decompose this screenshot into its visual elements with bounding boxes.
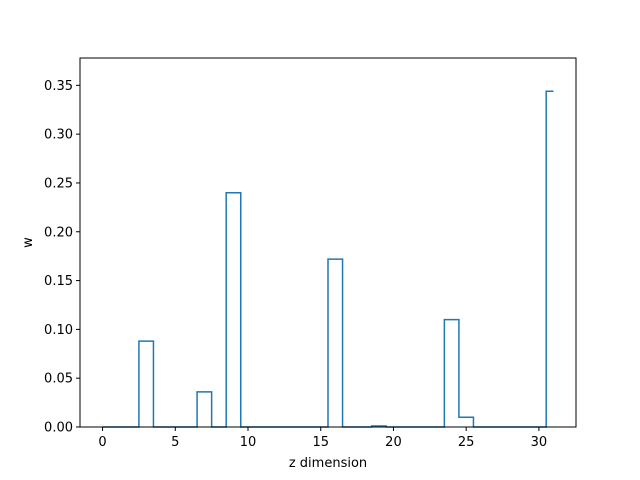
y-tick-label: 0.15	[44, 274, 73, 289]
x-axis-ticks: 0 5 10 15 20 25 30	[98, 427, 547, 450]
y-tick-label: 0.05	[44, 372, 73, 387]
y-tick-label: 0.35	[44, 79, 73, 94]
x-tick-label: 30	[531, 435, 548, 450]
x-tick-label: 10	[240, 435, 257, 450]
y-tick-label: 0.25	[44, 176, 73, 191]
x-tick-label: 15	[312, 435, 329, 450]
y-tick-label: 0.10	[44, 323, 73, 338]
x-tick-label: 5	[171, 435, 179, 450]
y-tick-label: 0.30	[44, 128, 73, 143]
x-tick-label: 0	[98, 435, 106, 450]
y-tick-label: 0.00	[44, 421, 73, 436]
axes-frame	[79, 57, 577, 428]
y-tick-label: 0.20	[44, 225, 73, 240]
x-axis-label: z dimension	[289, 456, 367, 471]
x-tick-label: 25	[458, 435, 475, 450]
x-tick-label: 20	[385, 435, 402, 450]
y-axis-label: w	[21, 237, 36, 248]
y-axis-ticks: 0.00 0.05 0.10 0.15 0.20 0.25 0.30 0.35	[44, 79, 80, 436]
